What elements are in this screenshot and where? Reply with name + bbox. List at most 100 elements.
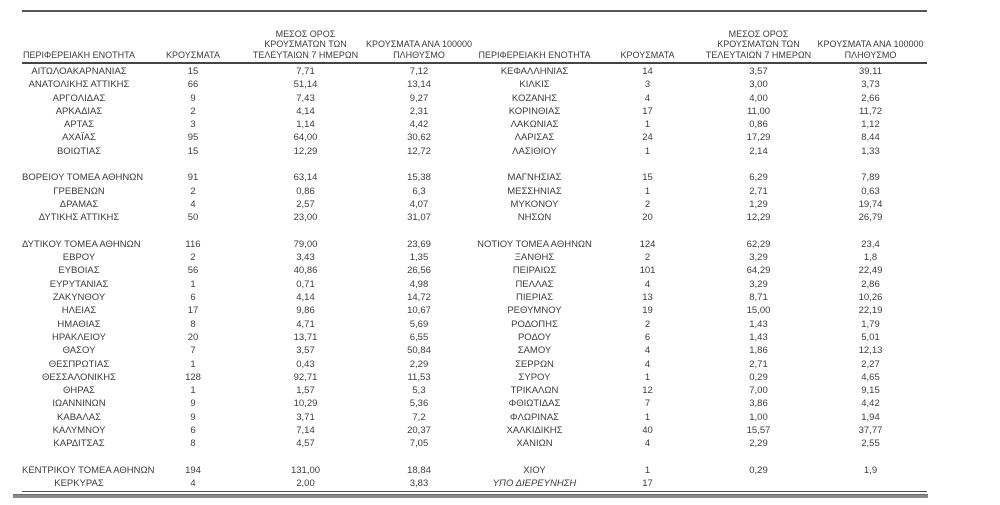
avg7-cell-left: 7,14 bbox=[296, 425, 315, 437]
avg7-cell-left: 0,86 bbox=[296, 185, 315, 197]
cases-cell-left: 17 bbox=[187, 305, 199, 317]
per100k-cell-right: 9,15 bbox=[861, 385, 880, 397]
region-cell-left: ΔΥΤΙΚΗΣ ΑΤΤΙΚΗΣ bbox=[38, 212, 120, 224]
avg7-cell-right: 15,57 bbox=[746, 425, 771, 437]
avg7-cell-left: 4,14 bbox=[296, 105, 315, 117]
region-cell-left: ΙΩΑΝΝΙΝΩΝ bbox=[52, 398, 106, 410]
region-cell-left: ΔΡΑΜΑΣ bbox=[59, 198, 99, 210]
avg7-cell-right: 2,29 bbox=[749, 438, 768, 450]
header-avg7-left: ΜΕΣΟΣ ΟΡΟΣ ΚΡΟΥΣΜΑΤΩΝ ΤΩΝ ΤΕΛΕΥΤΑΙΩΝ 7 Η… bbox=[250, 29, 361, 61]
cases-cell-right: 17 bbox=[642, 478, 653, 490]
region-cell-left: ΘΕΣΠΡΩΤΙΑΣ bbox=[48, 358, 110, 370]
per100k-cell-right: 12,13 bbox=[858, 345, 883, 357]
header-per100k-right: ΚΡΟΥΣΜΑΤΑ ΑΝΑ 100000 ΠΛΗΘΥΣΜΟ bbox=[814, 39, 927, 60]
header-label-line: ΜΕΣΟΣ ΟΡΟΣ bbox=[728, 28, 789, 39]
per100k-cell-right: 22,49 bbox=[858, 265, 883, 277]
cases-cell-right: 15 bbox=[642, 172, 653, 184]
per100k-cell-right: 0,63 bbox=[861, 185, 880, 197]
per100k-cell-left: 18,84 bbox=[407, 464, 431, 476]
cases-cell-right: 4 bbox=[644, 92, 651, 104]
avg7-cell-right: 15,00 bbox=[746, 305, 771, 317]
per100k-cell-right: 22,19 bbox=[858, 305, 883, 317]
per100k-cell-right: 1,8 bbox=[863, 252, 878, 264]
cases-cell-left: 20 bbox=[187, 331, 199, 343]
region-cell-right: ΚΕΦΑΛΛΗΝΙΑΣ bbox=[500, 66, 569, 77]
avg7-cell-right: 1,86 bbox=[749, 345, 768, 357]
region-cell-right: ΜΑΓΝΗΣΙΑΣ bbox=[507, 172, 562, 184]
cases-cell-left bbox=[136, 451, 250, 464]
header-cases-right: ΚΡΟΥΣΜΑΤΑ bbox=[592, 50, 703, 61]
avg7-cell-right: 3,57 bbox=[749, 66, 768, 77]
header-region-right: ΠΕΡΙΦΕΡΕΙΑΚΗ ΕΝΟΤΗΤΑ bbox=[477, 50, 592, 61]
region-cell-left bbox=[22, 225, 136, 238]
per100k-cell-left: 20,37 bbox=[407, 425, 431, 437]
region-cell-right: ΚΟΖΑΝΗΣ bbox=[511, 92, 558, 104]
avg7-cell-right: 64,29 bbox=[746, 265, 771, 277]
cases-cell-left: 4 bbox=[190, 198, 196, 210]
region-cell-left: ΚΑΡΔΙΤΣΑΣ bbox=[53, 438, 105, 450]
avg7-cell-left: 12,29 bbox=[293, 145, 318, 157]
per100k-cell-right: 3,73 bbox=[861, 79, 880, 91]
avg7-cell-left: 4,14 bbox=[296, 292, 315, 304]
avg7-cell-right: 0,86 bbox=[749, 119, 768, 131]
region-cell-right: ΦΛΩΡΙΝΑΣ bbox=[509, 411, 560, 423]
avg7-cell-right: 3,29 bbox=[749, 252, 768, 264]
region-cell-right: ΝΟΤΙΟΥ ΤΟΜΕΑ ΑΘΗΝΩΝ bbox=[477, 238, 592, 250]
avg7-cell-right: 17,29 bbox=[746, 132, 771, 144]
per100k-cell-left: 13,14 bbox=[407, 79, 431, 91]
table-bottom-inner-border bbox=[22, 490, 927, 492]
header-label-line: ΚΡΟΥΣΜΑΤΩΝ ΤΩΝ bbox=[264, 39, 347, 49]
regional-units-table: ΠΕΡΙΦΕΡΕΙΑΚΗ ΕΝΟΤΗΤΑ ΚΡΟΥΣΜΑΤΑ ΜΕΣΟΣ ΟΡΟ… bbox=[13, 10, 928, 498]
per100k-cell-left: 31,07 bbox=[407, 212, 431, 224]
per100k-cell-left: 5,69 bbox=[409, 318, 429, 330]
region-cell-right: ΞΑΝΘΗΣ bbox=[514, 252, 555, 264]
cases-cell-right: 14 bbox=[642, 66, 653, 77]
region-cell-right: ΣΕΡΡΩΝ bbox=[515, 358, 554, 370]
cases-cell-right: 2 bbox=[644, 198, 651, 210]
cases-cell-right: 4 bbox=[644, 438, 651, 450]
per100k-cell-left: 14,72 bbox=[407, 292, 431, 304]
cases-cell-left: 66 bbox=[187, 79, 199, 91]
cases-cell-left: 1 bbox=[190, 278, 196, 290]
region-cell-right: ΠΕΙΡΑΙΩΣ bbox=[512, 265, 557, 277]
cases-cell-left: 6 bbox=[190, 425, 196, 437]
avg7-cell-right bbox=[703, 158, 814, 171]
cases-cell-right: 1 bbox=[644, 185, 651, 197]
region-cell-left: ΗΛΕΙΑΣ bbox=[61, 305, 97, 317]
avg7-cell-right: 2,71 bbox=[749, 185, 768, 197]
header-avg7-right: ΜΕΣΟΣ ΟΡΟΣ ΚΡΟΥΣΜΑΤΩΝ ΤΩΝ ΤΕΛΕΥΤΑΙΩΝ 7 Η… bbox=[703, 29, 814, 61]
cases-cell-right: 1 bbox=[644, 145, 651, 157]
region-cell-right: ΛΑΚΩΝΙΑΣ bbox=[510, 119, 559, 131]
region-cell-right: ΣΑΜΟΥ bbox=[517, 345, 552, 357]
per100k-cell-left: 12,72 bbox=[407, 145, 431, 157]
avg7-cell-left: 51,14 bbox=[293, 79, 318, 91]
cases-cell-right: 4 bbox=[644, 278, 651, 290]
per100k-cell-right: 1,33 bbox=[861, 145, 880, 157]
per100k-cell-right bbox=[814, 477, 927, 490]
cases-cell-right: 20 bbox=[642, 212, 653, 224]
region-cell-right: ΧΙΟΥ bbox=[523, 464, 546, 476]
cases-cell-right: 4 bbox=[644, 358, 651, 370]
per100k-cell-right: 7,89 bbox=[861, 172, 880, 184]
cases-cell-right: 7 bbox=[644, 398, 651, 410]
avg7-cell-left: 7,71 bbox=[296, 66, 315, 77]
per100k-cell-right: 1,9 bbox=[863, 464, 878, 476]
table-top-border bbox=[22, 10, 927, 12]
per100k-cell-right: 2,27 bbox=[861, 358, 880, 370]
cases-cell-left: 8 bbox=[190, 438, 196, 450]
avg7-cell-right: 4,00 bbox=[749, 92, 768, 104]
region-cell-right bbox=[477, 158, 592, 171]
per100k-cell-left: 3,83 bbox=[409, 478, 429, 490]
cases-cell-right: 6 bbox=[644, 331, 651, 343]
cases-cell-left: 4 bbox=[190, 478, 196, 490]
cases-cell-right: 1 bbox=[644, 464, 651, 476]
cases-cell-left bbox=[136, 158, 250, 171]
cases-cell-left: 7 bbox=[190, 345, 196, 357]
cases-cell-right: 40 bbox=[642, 425, 653, 437]
avg7-cell-left: 4,57 bbox=[296, 438, 315, 450]
region-cell-left: ΚΕΝΤΡΙΚΟΥ ΤΟΜΕΑ ΑΘΗΝΩΝ bbox=[22, 464, 155, 476]
per100k-cell-left: 6,3 bbox=[412, 185, 426, 197]
per100k-cell-right: 4,65 bbox=[861, 371, 880, 383]
avg7-cell-right: 3,86 bbox=[749, 398, 768, 410]
cases-cell-right bbox=[592, 451, 703, 464]
